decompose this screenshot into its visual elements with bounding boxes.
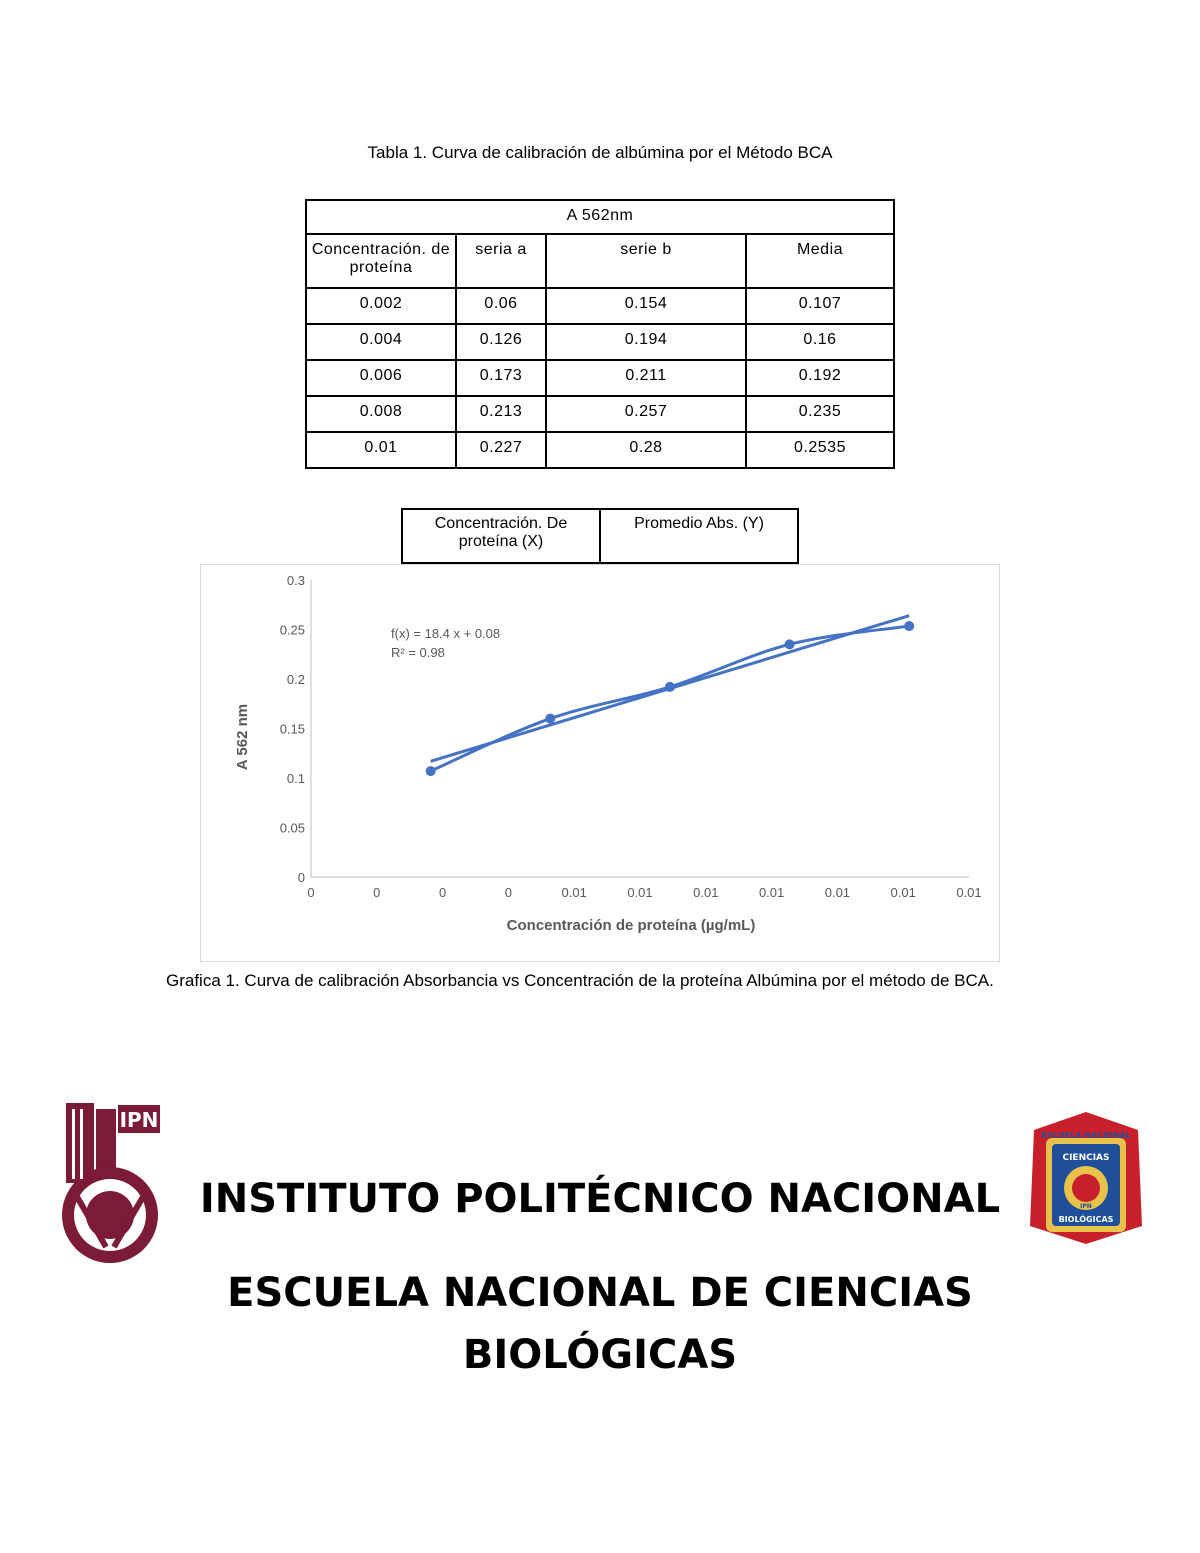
table-cell: 0.004 [305, 323, 457, 361]
table-cell: 0.16 [745, 323, 895, 361]
y-tick-label: 0.25 [280, 623, 305, 638]
y-tick-label: 0.3 [287, 573, 305, 588]
school-name: ESCUELA NACIONAL DE CIENCIAS BIOLÓGICAS [0, 1262, 1200, 1386]
calibration-table: A 562nm Concentración. de proteína seria… [305, 199, 895, 469]
y-tick-label: 0.2 [287, 672, 305, 687]
x-tick-label: 0.01 [759, 885, 784, 900]
y-axis-label: A 562 nm [234, 704, 251, 770]
table-cell: 0.227 [455, 431, 547, 469]
y-tick-label: 0.15 [280, 722, 305, 737]
table-cell: 0.28 [545, 431, 747, 469]
table-cell: 0.002 [305, 287, 457, 325]
r-squared-label: R² = 0.98 [391, 645, 445, 660]
y-tick-label: 0 [298, 870, 305, 885]
table-cell: 0.008 [305, 395, 457, 433]
x-tick-label: 0.01 [562, 885, 587, 900]
table-row: 0.002 0.06 0.154 0.107 [305, 287, 895, 325]
encb-logo-text-1: ESCUELA NACIONAL [1041, 1131, 1131, 1140]
x-tick-label: 0.01 [825, 885, 850, 900]
column-header-y: Promedio Abs. (Y) [599, 508, 799, 564]
trendline-equation: f(x) = 18.4 x + 0.08 [391, 626, 500, 641]
table-caption: Tabla 1. Curva de calibración de albúmin… [367, 143, 833, 162]
x-tick-label: 0 [505, 885, 512, 900]
encb-logo-text-2: CIENCIAS [1062, 1153, 1109, 1163]
x-tick-label: 0 [439, 885, 446, 900]
y-tick-label: 0.05 [280, 821, 305, 836]
table-cell: 0.257 [545, 395, 747, 433]
table-cell: 0.06 [455, 287, 547, 325]
x-tick-label: 0.01 [891, 885, 916, 900]
table-cell: 0.006 [305, 359, 457, 397]
x-tick-label: 0.01 [693, 885, 718, 900]
table-cell: 0.211 [545, 359, 747, 397]
table-cell: 0.192 [745, 359, 895, 397]
encb-logo: ESCUELA NACIONAL CIENCIAS BIOLÓGICAS IPN [1030, 1112, 1142, 1244]
table-cell: 0.01 [305, 431, 457, 469]
chart-svg: 00.050.10.150.20.250.3 0 0 0 0 0.01 0.01 0.01 0… [234, 573, 982, 934]
table-row: 0.004 0.126 0.194 0.16 [305, 323, 895, 361]
x-tick-label: 0.01 [627, 885, 652, 900]
x-tick-label: 0 [307, 885, 314, 900]
x-tick-labels: 0 0 0 0 0.01 0.01 0.01 0.01 0.01 0.01 0.01 [307, 885, 981, 900]
school-name-line-2: BIOLÓGICAS [462, 1332, 738, 1378]
institution-name: INSTITUTO POLITÉCNICO NACIONAL [199, 1176, 1001, 1222]
encb-logo-text-4: IPN [1080, 1203, 1092, 1210]
school-name-line-1: ESCUELA NACIONAL DE CIENCIAS [227, 1270, 973, 1316]
table-cell: 0.154 [545, 287, 747, 325]
figure-caption: Grafica 1. Curva de calibración Absorban… [166, 971, 994, 990]
data-point [664, 681, 675, 692]
table-cell: 0.235 [745, 395, 895, 433]
table-cell: 0.194 [545, 323, 747, 361]
column-header-x: Concentración. De proteína (X) [401, 508, 601, 564]
column-header-media: Media [745, 233, 895, 289]
column-header-serie-a: seria a [455, 233, 547, 289]
table-cell: 0.173 [455, 359, 547, 397]
table-cell: 0.126 [455, 323, 547, 361]
data-point [784, 639, 795, 650]
x-axis-label: Concentración de proteína (µg/mL) [507, 917, 756, 934]
data-point [904, 621, 915, 632]
x-tick-label: 0.01 [956, 885, 981, 900]
ipn-logo: IPN [62, 1103, 160, 1263]
y-tick-labels: 0 0.05 0.1 0.15 0.2 0.25 0.3 [280, 573, 305, 885]
table-row: 0.006 0.173 0.211 0.192 [305, 359, 895, 397]
column-header-concentration: Concentración. de proteína [305, 233, 457, 289]
data-point [545, 713, 556, 724]
table-cell: 0.2535 [745, 431, 895, 469]
table-cell: 0.107 [745, 287, 895, 325]
table-row: 0.01 0.227 0.28 0.2535 [305, 431, 895, 469]
table-row: 0.008 0.213 0.257 0.235 [305, 395, 895, 433]
column-header-serie-b: serie b [545, 233, 747, 289]
table-cell: 0.213 [455, 395, 547, 433]
y-tick-label: 0.1 [287, 771, 305, 786]
calibration-chart: 0 0.05 0.1 0.15 0.2 0.25 0.3 0 0 0 0 0.01 0.01 0.01 0… [200, 564, 1000, 962]
data-point [425, 766, 436, 777]
table-group-header: A 562nm [305, 199, 895, 235]
x-tick-label: 0 [373, 885, 380, 900]
encb-logo-text-3: BIOLÓGICAS [1059, 1213, 1114, 1224]
series-line [430, 624, 910, 773]
xy-header-table: Concentración. De proteína (X) Promedio … [401, 508, 799, 564]
ipn-logo-text: IPN [120, 1108, 159, 1132]
data-series [425, 614, 915, 777]
